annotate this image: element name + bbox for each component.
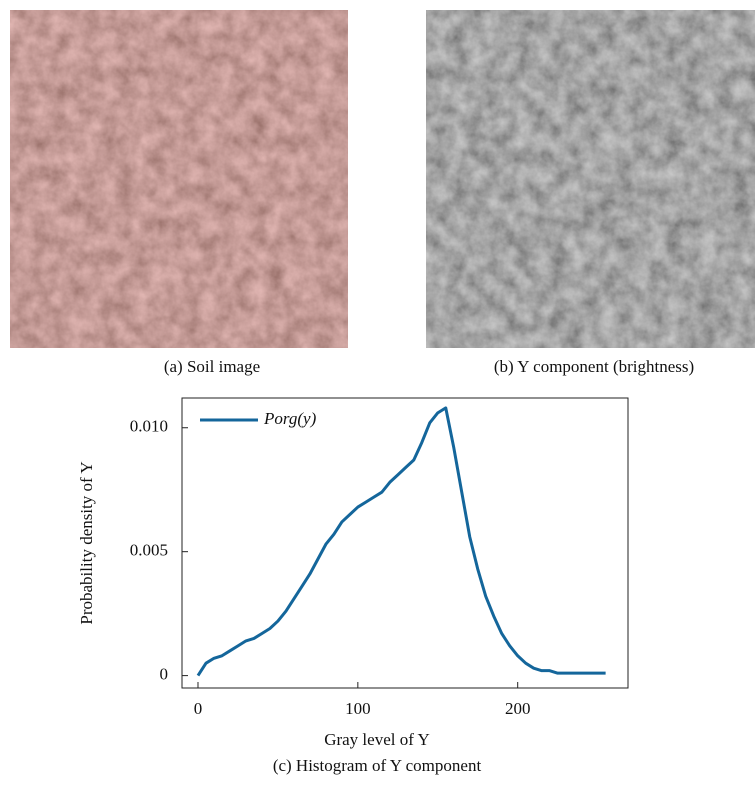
- plot-frame: [182, 398, 628, 688]
- y-tick-label: 0.005: [130, 541, 168, 560]
- soil-image: [10, 10, 348, 348]
- x-axis-label: Gray level of Y: [324, 730, 430, 749]
- x-tick-label: 100: [345, 699, 371, 718]
- legend-label: Porg(y): [263, 409, 317, 428]
- panel-caption: (a) Soil image: [164, 357, 260, 376]
- figure: (a) Soil image (b) Y component (brightne…: [0, 0, 755, 780]
- x-tick-label: 200: [505, 699, 531, 718]
- data-line: [198, 408, 606, 676]
- panel-caption: (b) Y component (brightness): [494, 357, 694, 376]
- y-tick-label: 0: [160, 665, 169, 684]
- x-tick-label: 0: [194, 699, 203, 718]
- chart-caption: (c) Histogram of Y component: [273, 756, 482, 775]
- y-tick-label: 0.010: [130, 417, 168, 436]
- brightness-image: [426, 10, 755, 348]
- y-axis-label: Probability density of Y: [77, 461, 96, 624]
